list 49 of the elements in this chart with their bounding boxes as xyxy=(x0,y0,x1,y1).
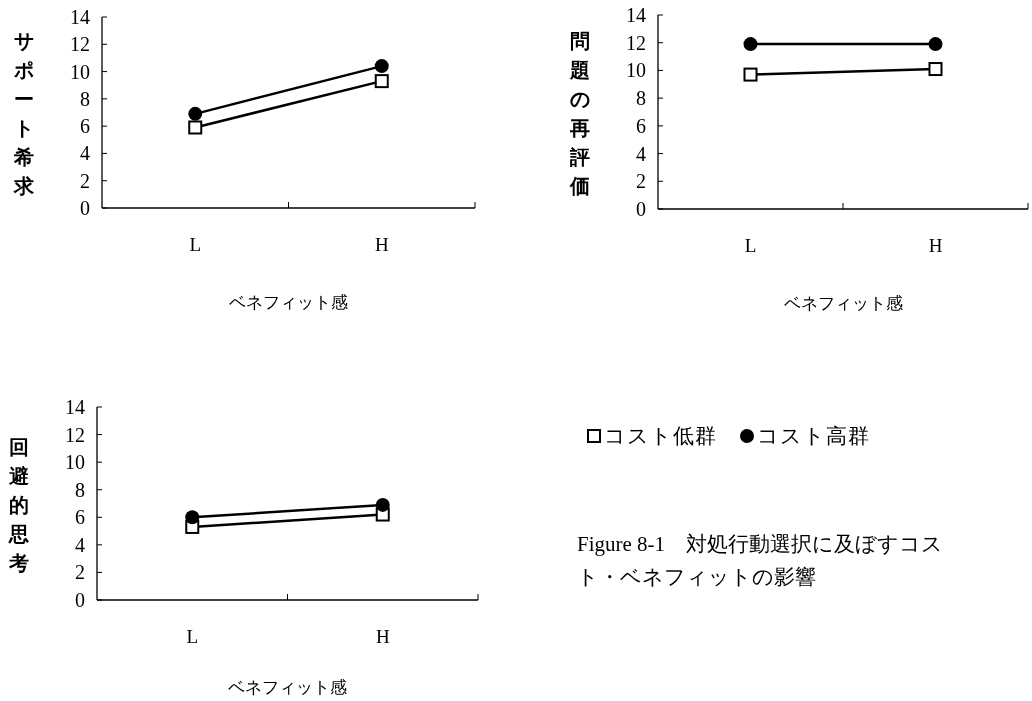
point xyxy=(743,67,758,82)
y-tick-label: 14 xyxy=(70,6,90,28)
y-tick-label: 8 xyxy=(636,87,646,110)
y-tick-label: 6 xyxy=(80,115,90,138)
y-tick-label: 0 xyxy=(75,589,85,611)
point xyxy=(188,120,203,135)
point xyxy=(743,37,758,52)
y-tick-label: 2 xyxy=(75,561,85,584)
y-axis-title: 問題の再評価 xyxy=(569,29,590,197)
x-tick-label: H xyxy=(374,234,389,255)
legend-label: コスト低群 xyxy=(604,424,717,448)
y-tick-label: 6 xyxy=(636,114,646,137)
point xyxy=(185,510,200,525)
x-tick-label: L xyxy=(744,235,757,256)
y-tick-label: 4 xyxy=(636,142,646,165)
legend-label: コスト高群 xyxy=(757,424,870,448)
y-tick-label: 6 xyxy=(75,506,85,529)
y-tick-label: 8 xyxy=(80,87,90,110)
y-axis-title: サポート希求 xyxy=(13,30,35,197)
y-axis-title: 回避的思考 xyxy=(8,435,29,574)
point xyxy=(374,59,389,74)
point xyxy=(375,497,390,512)
point xyxy=(928,37,943,52)
x-tick-label: L xyxy=(186,626,199,647)
y-tick-label: 14 xyxy=(65,396,85,418)
x-tick-label: L xyxy=(189,234,202,255)
point xyxy=(188,106,203,121)
y-tick-label: 12 xyxy=(70,33,90,56)
y-tick-label: 10 xyxy=(65,451,85,474)
point xyxy=(928,62,943,77)
x-tick-label: H xyxy=(928,235,943,256)
point xyxy=(374,74,389,89)
y-tick-label: 0 xyxy=(80,197,90,219)
y-tick-label: 10 xyxy=(626,59,646,82)
y-tick-label: 12 xyxy=(65,423,85,446)
x-axis-title: ベネフィット感 xyxy=(783,294,903,313)
y-tick-label: 4 xyxy=(75,533,85,556)
y-tick-label: 0 xyxy=(636,198,646,220)
caption: Figure 8-1 対処行動選択に及ぼすコスト・ベネフィットの影響 xyxy=(577,531,945,591)
y-tick-label: 8 xyxy=(75,478,85,501)
y-tick-label: 2 xyxy=(80,169,90,192)
y-tick-label: 12 xyxy=(626,31,646,54)
x-axis-title: ベネフィット感 xyxy=(228,678,347,697)
y-tick-label: 4 xyxy=(80,142,90,165)
x-axis-title: ベネフィット感 xyxy=(229,293,348,312)
y-tick-label: 2 xyxy=(636,170,646,193)
y-tick-label: 14 xyxy=(626,4,646,26)
y-tick-label: 10 xyxy=(70,60,90,83)
x-tick-label: H xyxy=(375,626,390,647)
